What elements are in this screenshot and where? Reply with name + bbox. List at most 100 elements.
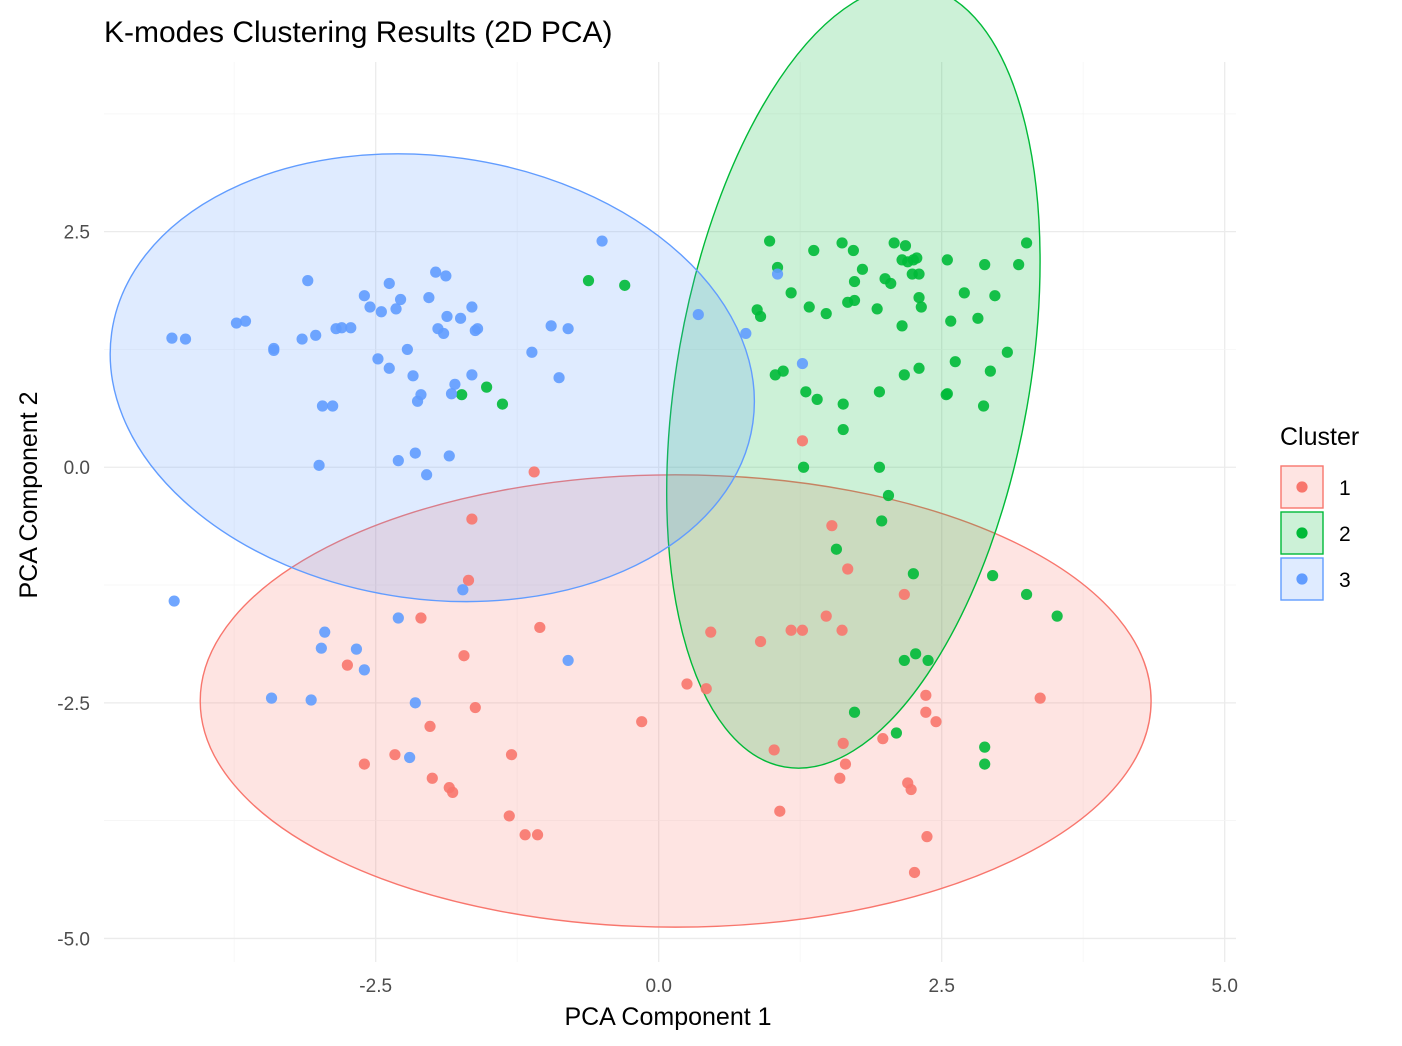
cluster-3-point <box>409 447 421 459</box>
cluster-2-point <box>848 706 861 718</box>
legend-key-2 <box>1280 511 1324 555</box>
cluster-3-point <box>265 692 278 704</box>
cluster-2-point <box>882 489 895 502</box>
cluster-3-point <box>310 329 322 341</box>
cluster-1-point <box>768 744 780 756</box>
cluster-1-point <box>820 610 832 622</box>
cluster-2-point <box>898 654 910 667</box>
cluster-2-point <box>979 259 991 271</box>
legend-label-2: 2 <box>1339 523 1351 546</box>
cluster-3-point <box>401 343 413 356</box>
cluster-2-point <box>754 310 767 323</box>
cluster-1-point <box>426 772 438 784</box>
cluster-2-point <box>456 389 468 401</box>
x-tick-label: 5.0 <box>1211 976 1237 997</box>
cluster-2-point <box>785 287 797 299</box>
cluster-1-point <box>636 716 648 728</box>
cluster-1-point <box>785 624 797 636</box>
cluster-ellipses <box>109 0 1152 928</box>
cluster-1-point <box>839 758 852 770</box>
cluster-2-point <box>1013 259 1025 271</box>
cluster-1-point <box>358 758 370 770</box>
cluster-2-point <box>907 568 919 580</box>
cluster-2-point <box>941 388 953 400</box>
cluster-2-point <box>837 423 849 436</box>
cluster-1-point <box>842 563 854 575</box>
cluster-3-point <box>268 344 280 356</box>
cluster-3-point <box>526 346 538 358</box>
legend-point-3 <box>1296 573 1308 585</box>
y-axis-title: PCA Component 2 <box>15 391 43 598</box>
cluster-2-point <box>808 244 820 257</box>
cluster-1-point <box>458 650 470 662</box>
cluster-3-point <box>771 268 784 280</box>
cluster-3-ellipse <box>109 153 756 603</box>
cluster-3-point <box>313 459 325 471</box>
cluster-1-ellipse <box>199 474 1152 928</box>
cluster-2-point <box>873 461 886 473</box>
x-tick-label: 0.0 <box>645 976 671 997</box>
cluster-2-point <box>945 315 957 327</box>
cluster-1-point <box>415 612 427 624</box>
cluster-2-point <box>803 301 815 313</box>
cluster-1-point <box>826 520 838 532</box>
cluster-2-point <box>619 279 631 291</box>
cluster-2-point <box>913 292 925 304</box>
cluster-2-point <box>797 461 810 473</box>
cluster-3-point <box>392 455 404 467</box>
cluster-2-point <box>1051 610 1063 622</box>
cluster-3-point <box>407 370 419 382</box>
cluster-3-point <box>383 277 395 290</box>
legend-label-3: 3 <box>1339 569 1351 592</box>
cluster-2-point <box>811 393 823 405</box>
cluster-2-point <box>972 312 984 324</box>
cluster-2-point <box>764 235 776 247</box>
cluster-2-point <box>871 303 883 315</box>
cluster-3-point <box>168 595 180 607</box>
cluster-3-point <box>553 372 565 384</box>
cluster-2-point <box>941 254 953 266</box>
cluster-3-point <box>457 584 469 596</box>
cluster-3-point <box>315 642 327 654</box>
cluster-2-point <box>481 381 493 393</box>
cluster-2-point <box>949 356 961 368</box>
cluster-2-point <box>979 758 991 770</box>
cluster-1-point <box>389 749 401 761</box>
cluster-3-point <box>438 327 450 340</box>
cluster-1-point <box>519 829 531 841</box>
cluster-1-point <box>930 716 942 728</box>
cluster-3-point <box>179 333 192 345</box>
cluster-3-point <box>392 612 404 624</box>
cluster-1-point <box>534 621 546 634</box>
cluster-1-point <box>754 635 767 648</box>
cluster-3-point <box>327 400 339 412</box>
cluster-1-point <box>705 626 717 638</box>
cluster-2-point <box>1020 237 1033 249</box>
cluster-3-point <box>423 292 435 304</box>
cluster-3-point <box>409 697 421 709</box>
y-tick-label: -2.5 <box>57 694 90 715</box>
grid <box>104 62 1236 962</box>
y-axis-ticks: -5.0 -2.5 0.0 2.5 <box>57 223 90 951</box>
cluster-3-point <box>562 323 574 335</box>
cluster-1-point <box>447 786 459 798</box>
cluster-1-point <box>877 733 889 745</box>
cluster-3-point <box>375 306 387 318</box>
legend-title: Cluster <box>1280 423 1359 451</box>
cluster-2-point <box>582 275 595 287</box>
cluster-3-point <box>466 369 478 381</box>
cluster-2-point <box>820 308 832 320</box>
cluster-3-point <box>364 301 376 313</box>
cluster-1-point <box>531 829 544 841</box>
cluster-3-point <box>796 357 809 370</box>
cluster-1-point <box>1034 692 1046 704</box>
cluster-3-point <box>350 643 363 655</box>
cluster-3-point <box>445 388 458 400</box>
cluster-3-point <box>562 654 574 667</box>
chart-title: K-modes Clustering Results (2D PCA) <box>104 16 613 49</box>
cluster-2-point <box>837 398 849 410</box>
cluster-2-point <box>836 237 848 249</box>
legend: Cluster 1 2 3 <box>1280 423 1359 601</box>
cluster-1-point <box>469 701 481 714</box>
cluster-2-point <box>848 294 861 307</box>
